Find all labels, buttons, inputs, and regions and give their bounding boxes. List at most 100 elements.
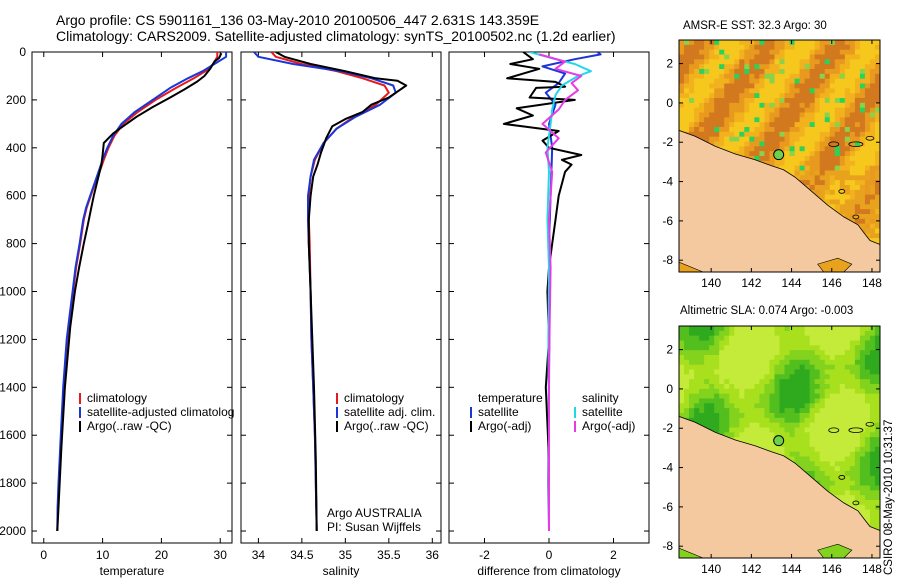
- x-tick-label: 34.5: [290, 548, 314, 562]
- land-mass: [679, 415, 880, 558]
- y-tick-label: 0: [666, 382, 673, 396]
- map-panel-sst: 140 142 144 146 148 2 0 -2 -4 -6 -8: [662, 39, 882, 290]
- series-line-salinity-satellite: [529, 52, 592, 531]
- island-outline: [838, 475, 846, 480]
- axes-box: [240, 51, 442, 544]
- figure-title-line1: Argo profile: CS 5901161_136 03-May-2010…: [56, 12, 540, 28]
- temperature-legend: climatology satellite-adjusted climatolo…: [79, 391, 234, 433]
- coast-fragment: [679, 547, 704, 558]
- legend-swatch-argo: [336, 420, 338, 432]
- y-tick-label: 2000: [0, 524, 26, 538]
- x-tick-label: 146: [822, 562, 842, 576]
- legend-swatch-argo: [79, 420, 81, 432]
- legend-label: satellite-adjusted climatolog: [87, 405, 235, 419]
- island-outline: [865, 421, 875, 427]
- island-outline: [848, 141, 864, 147]
- argo-position-marker: [773, 435, 785, 447]
- y-tick-label: 200: [6, 93, 26, 107]
- series-group: [502, 52, 602, 532]
- argo-position-marker: [773, 149, 785, 161]
- island-outline: [852, 500, 860, 506]
- y-tick-label: 600: [6, 189, 26, 203]
- series-line-climatology: [56, 52, 219, 532]
- x-tick-label: 10: [96, 548, 110, 562]
- y-tick-label: 1400: [0, 380, 26, 394]
- x-tick-label: 30: [214, 548, 228, 562]
- legend-label: climatology: [344, 391, 405, 405]
- legend-swatch-satellite-salinity: [574, 406, 576, 418]
- coast-fragment: [817, 543, 853, 558]
- legend-swatch-climatology: [336, 392, 338, 404]
- map-panel-sla: 140 142 144 146 148 2 0 -2 -4 -6 -8: [662, 325, 882, 576]
- y-tick-label: -6: [662, 214, 673, 228]
- timestamp-side-label: CSIRO 08-May-2010 10:31:37: [883, 419, 895, 575]
- difference-legend-temperature: temperature satellite Argo(-adj): [470, 391, 543, 433]
- y-tick-label: -4: [662, 461, 673, 475]
- legend-swatch-argo: [470, 420, 472, 432]
- series-line-climatology: [270, 52, 390, 532]
- x-tick-label: 0: [40, 548, 47, 562]
- legend-swatch-climatology: [79, 392, 81, 404]
- y-tick-label: -2: [662, 421, 673, 435]
- legend-title: salinity: [582, 391, 619, 405]
- y-tick-label: 2: [666, 343, 673, 357]
- series-group: [56, 52, 228, 532]
- y-tick-label: 2: [666, 57, 673, 71]
- x-tick-label: 144: [782, 562, 802, 576]
- y-tick-label: 1800: [0, 476, 26, 490]
- axes-box: [31, 51, 233, 544]
- map-field: [679, 40, 880, 272]
- x-axis-label: temperature: [100, 564, 165, 578]
- island-outline: [838, 189, 846, 194]
- x-tick-label: 148: [862, 276, 882, 290]
- y-tick-label: -8: [662, 253, 673, 267]
- y-tick-label: 0: [666, 96, 673, 110]
- island-outline: [828, 427, 840, 433]
- x-tick-label: 2: [610, 548, 617, 562]
- legend-label: satellite: [478, 405, 519, 419]
- profile-panel-salinity: 34 34.5 35 35.5 36 salinity: [240, 51, 442, 578]
- x-tick-label: 142: [741, 562, 761, 576]
- x-tick-label: 20: [155, 548, 169, 562]
- figure-title-line2: Climatology: CARS2009. Satellite-adjuste…: [56, 28, 616, 44]
- legend-label: satellite adj. clim.: [344, 405, 436, 419]
- legend-swatch-argo-adj-salinity: [574, 420, 576, 432]
- profile-panel-difference: -2 0 2 difference from climatology: [448, 51, 650, 578]
- x-tick-label: 148: [862, 562, 882, 576]
- island-outline: [848, 427, 864, 433]
- island-outline: [852, 214, 860, 220]
- credit-line: Argo AUSTRALIA: [327, 506, 422, 520]
- series-line-salinity-argo-adj-: [539, 53, 583, 531]
- island-outline: [828, 141, 840, 147]
- y-tick-label: -8: [662, 539, 673, 553]
- y-tick-label: 1200: [0, 332, 26, 346]
- island-outline: [865, 135, 875, 141]
- y-tick-label: 1000: [0, 285, 26, 299]
- legend-label: Argo(..raw -QC): [344, 419, 429, 433]
- x-tick-label: 35.5: [377, 548, 401, 562]
- legend-label: satellite: [582, 405, 623, 419]
- x-tick-label: 0: [546, 548, 553, 562]
- land-mass: [679, 129, 880, 272]
- map-field: [679, 326, 880, 558]
- x-axis-label: difference from climatology: [477, 564, 620, 578]
- series-line-satellite-adj-clim-: [253, 52, 397, 532]
- map-frame: [678, 39, 881, 273]
- x-tick-label: 35: [339, 548, 353, 562]
- salinity-legend: climatology satellite adj. clim. Argo(..…: [336, 391, 435, 433]
- series-line-argo-raw-qc-: [275, 52, 408, 532]
- y-tick-label: 800: [6, 237, 26, 251]
- legend-label: Argo(-adj): [478, 419, 532, 433]
- legend-swatch-satellite: [336, 406, 338, 418]
- legend-swatch-satellite: [79, 406, 81, 418]
- legend-swatch-satellite: [470, 406, 472, 418]
- x-tick-label: 36: [426, 548, 440, 562]
- credit-line: PI: Susan Wijffels: [327, 520, 421, 534]
- x-axis-label: salinity: [323, 564, 360, 578]
- profile-panel-temperature: 0 10 20 30 0 200 400 600 800 1000 1200 1400 1600 1800…: [0, 45, 233, 578]
- legend-label: Argo(..raw -QC): [87, 419, 172, 433]
- difference-legend-salinity: salinity satellite Argo(-adj): [574, 391, 635, 433]
- x-tick-label: 140: [701, 276, 721, 290]
- x-tick-label: 140: [701, 562, 721, 576]
- legend-label: climatology: [87, 391, 148, 405]
